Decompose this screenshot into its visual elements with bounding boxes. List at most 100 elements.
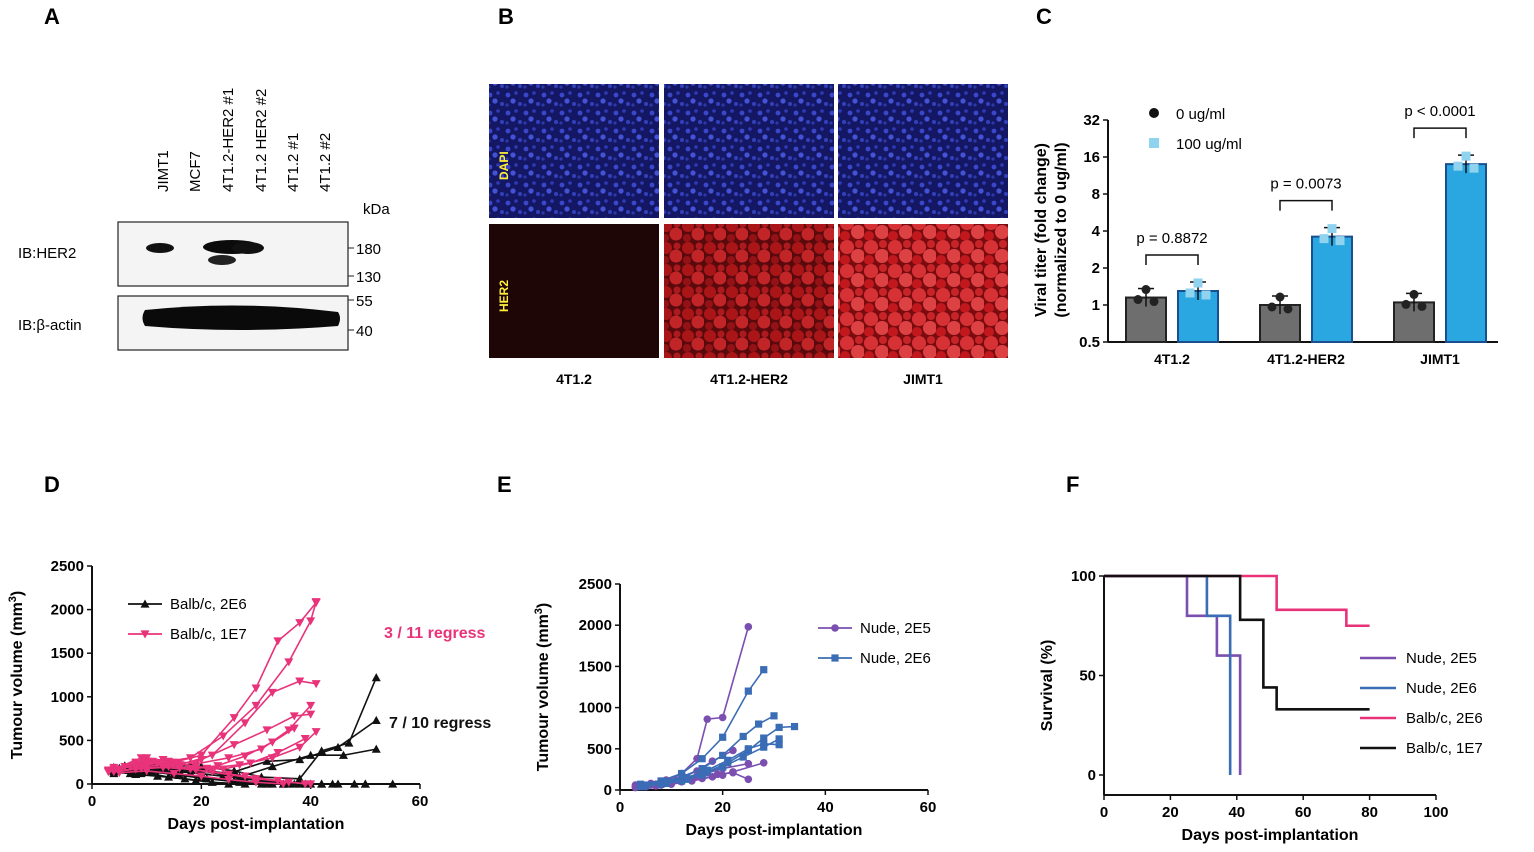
chart-d-series-line bbox=[108, 727, 295, 773]
chart-c-pvalue: p < 0.0001 bbox=[1404, 103, 1475, 120]
chart-d-point bbox=[273, 776, 283, 786]
chart-e-ytick-label: 0 bbox=[604, 782, 612, 799]
chart-d-ytick-label: 1000 bbox=[51, 689, 84, 706]
chart-d-point bbox=[306, 710, 316, 719]
chart-c-bar bbox=[1311, 235, 1353, 343]
chart-d-legend-marker bbox=[140, 630, 150, 639]
chart-e-point bbox=[698, 764, 706, 773]
chart-d-point bbox=[317, 779, 327, 788]
chart-e-point bbox=[698, 771, 706, 779]
blot-markers: 180 130 55 40 bbox=[348, 241, 381, 340]
chart-c-sig-bracket bbox=[1279, 199, 1333, 211]
chart-c-ytick-label: 16 bbox=[1083, 149, 1100, 166]
chart-d-point bbox=[191, 776, 201, 785]
chart-d-point bbox=[371, 673, 381, 682]
chart-d-point bbox=[306, 701, 316, 711]
chart-c-point bbox=[1275, 292, 1285, 302]
chart-d-point bbox=[109, 763, 119, 772]
chart-f-legend-label: Balb/c, 1E7 bbox=[1406, 740, 1483, 757]
chart-c-ytick-label: 0.5 bbox=[1079, 334, 1100, 351]
chart-c-point bbox=[1409, 289, 1419, 299]
micro-dapi-jimt1 bbox=[838, 84, 1008, 218]
chart-e-point bbox=[698, 755, 706, 763]
chart-d-point bbox=[295, 677, 305, 686]
blot-row1-label: IB:HER2 bbox=[18, 245, 76, 262]
chart-e-point bbox=[744, 745, 752, 753]
chart-e-point bbox=[718, 713, 727, 722]
chart-c-ytick-label: 1 bbox=[1092, 297, 1100, 314]
chart-d-point bbox=[196, 755, 206, 765]
chart-d-point bbox=[256, 745, 266, 754]
chart-e-point bbox=[703, 715, 712, 723]
chart-d-series-line bbox=[113, 737, 306, 770]
chart-e-xtick-label: 20 bbox=[714, 799, 731, 816]
chart-d-point bbox=[224, 776, 234, 785]
chart-e-point bbox=[759, 759, 768, 767]
chart-c-pvalue: p = 0.8872 bbox=[1136, 230, 1207, 247]
chart-c-point bbox=[1469, 163, 1479, 173]
chart-d-point bbox=[185, 754, 195, 763]
chart-d-point bbox=[289, 779, 299, 788]
chart-d-point bbox=[349, 779, 359, 788]
chart-c-category-label: 4T1.2 bbox=[1154, 351, 1190, 367]
chart-d-ytick-label: 0 bbox=[76, 776, 84, 793]
chart-d-xtick-label: 20 bbox=[193, 793, 210, 810]
chart-d-point bbox=[360, 779, 370, 788]
blot-membrane-her2 bbox=[117, 221, 349, 287]
chart-e-point bbox=[642, 781, 650, 789]
chart-e-point bbox=[775, 741, 783, 749]
chart-f-xtick-label: 60 bbox=[1295, 804, 1312, 821]
micro-her2-4t12 bbox=[489, 224, 659, 358]
chart-d-point bbox=[300, 735, 310, 744]
chart-d-point bbox=[295, 774, 305, 783]
chart-f-ytick-label: 100 bbox=[1071, 568, 1096, 585]
chart-d-point bbox=[289, 712, 299, 721]
chart-d-point bbox=[131, 765, 141, 774]
chart-d-point bbox=[278, 780, 288, 789]
panel-label-c: C bbox=[1036, 4, 1052, 29]
chart-f-survival-curve bbox=[1104, 574, 1370, 711]
chart-d-point bbox=[295, 619, 305, 628]
chart-c-pvalue: p = 0.0073 bbox=[1270, 176, 1341, 193]
chart-c-point bbox=[1185, 288, 1195, 298]
chart-d-point bbox=[251, 778, 261, 787]
chart-d-point bbox=[251, 701, 261, 711]
lane-label-6: 4T1.2 #2 bbox=[317, 133, 334, 192]
chart-d-point bbox=[224, 770, 234, 779]
blot-band-her2-lower bbox=[208, 255, 236, 265]
chart-c-ytick-label: 32 bbox=[1083, 112, 1100, 129]
chart-d-point bbox=[136, 762, 146, 771]
chart-c-sig-bracket bbox=[1145, 254, 1199, 265]
chart-e-ytick-label: 2000 bbox=[579, 617, 612, 634]
lane-label-2: MCF7 bbox=[187, 151, 204, 192]
chart-d-point bbox=[300, 780, 310, 789]
chart-c-point bbox=[1267, 302, 1277, 312]
chart-d-point bbox=[267, 738, 277, 747]
chart-d-point bbox=[311, 728, 321, 737]
chart-d-point bbox=[103, 768, 113, 777]
chart-e-point bbox=[760, 734, 768, 742]
micro-dapi-4t12 bbox=[489, 84, 659, 218]
micro-col-label-4t12her2: 4T1.2-HER2 bbox=[710, 371, 788, 387]
chart-e-point bbox=[636, 783, 645, 791]
chart-e-point bbox=[760, 666, 768, 674]
chart-d-point bbox=[262, 756, 272, 765]
chart-d: 0 20 40 60 0 500 1000 1500 2000 2500 Days post-imp… bbox=[7, 558, 491, 833]
chart-e-point bbox=[739, 753, 747, 761]
chart-d-annotation-1e7: 3 / 11 regress bbox=[384, 625, 486, 642]
chart-d-xlabel: Days post-implantation bbox=[168, 816, 345, 833]
chart-c-bar bbox=[1445, 163, 1487, 343]
chart-e-point bbox=[678, 777, 686, 785]
chart-f-survival-curve bbox=[1104, 574, 1232, 775]
chart-c-legend-marker-0 bbox=[1149, 108, 1159, 118]
chart-c-ytick-label: 4 bbox=[1092, 223, 1101, 240]
chart-c: 0.5 1 2 4 8 16 32 4T1.2 p = 0.8872 4T1.2-HER2 p = … bbox=[1033, 103, 1498, 367]
chart-d-point bbox=[371, 715, 381, 724]
chart-d-point bbox=[267, 688, 277, 697]
chart-d-point bbox=[191, 762, 201, 772]
chart-e-point bbox=[755, 720, 763, 728]
chart-c-point bbox=[1319, 234, 1329, 244]
chart-e-ytick-label: 2500 bbox=[579, 576, 612, 593]
chart-e-xlabel: Days post-implantation bbox=[686, 822, 863, 839]
